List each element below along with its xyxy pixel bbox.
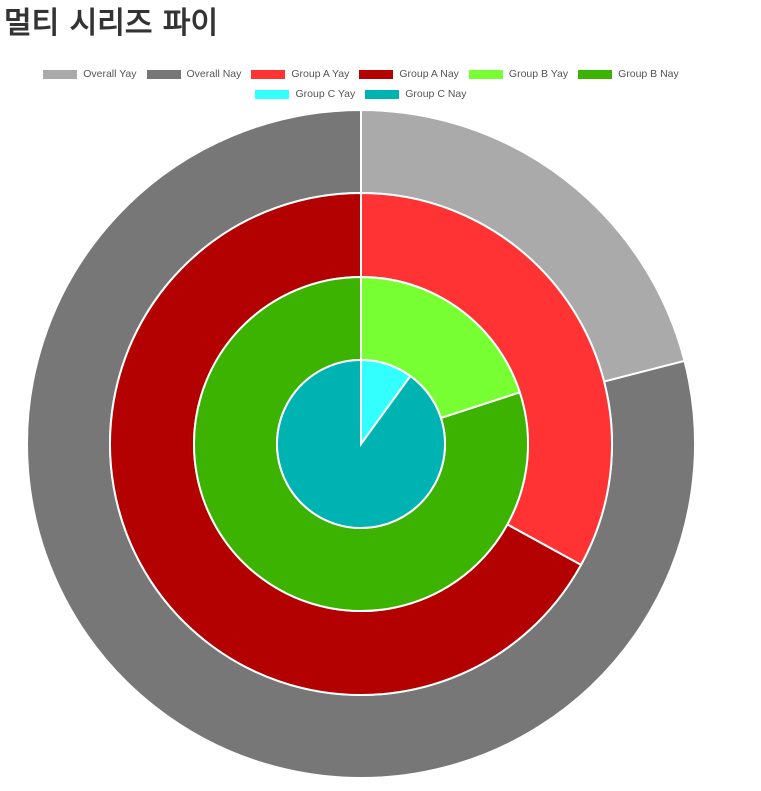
legend-label: Group A Yay xyxy=(291,68,350,80)
legend-label: Group C Yay xyxy=(295,88,356,100)
page-title: 멀티 시리즈 파이 xyxy=(4,6,219,41)
legend-label: Overall Nay xyxy=(186,68,242,80)
legend-item-group-c-yay[interactable]: Group C Yay xyxy=(255,88,355,100)
legend-item-group-b-yay[interactable]: Group B Yay xyxy=(468,68,569,80)
chart-legend: Overall Yay Overall Nay Group A Yay Grou… xyxy=(0,64,722,104)
legend-label: Group A Nay xyxy=(399,68,459,80)
legend-swatch xyxy=(43,69,78,79)
legend-row: Overall Yay Overall Nay Group A Yay Grou… xyxy=(0,64,722,84)
legend-item-group-a-yay[interactable]: Group A Yay xyxy=(251,68,349,80)
legend-label: Group B Yay xyxy=(508,68,569,80)
legend-swatch xyxy=(146,69,181,79)
legend-item-overall-nay[interactable]: Overall Nay xyxy=(146,68,242,80)
legend-swatch xyxy=(251,69,286,79)
legend-swatch xyxy=(255,89,290,99)
legend-swatch xyxy=(578,69,613,79)
legend-swatch xyxy=(359,69,394,79)
legend-item-overall-yay[interactable]: Overall Yay xyxy=(43,68,137,80)
legend-label: Group B Nay xyxy=(618,68,679,80)
legend-swatch xyxy=(365,89,400,99)
legend-item-group-c-nay[interactable]: Group C Nay xyxy=(365,88,467,100)
legend-label: Group C Nay xyxy=(405,88,467,100)
legend-label: Overall Yay xyxy=(83,68,137,80)
legend-row: Group C Yay Group C Nay xyxy=(0,84,722,104)
legend-item-group-b-nay[interactable]: Group B Nay xyxy=(578,68,679,80)
multi-series-pie-chart xyxy=(26,108,696,779)
legend-item-group-a-nay[interactable]: Group A Nay xyxy=(359,68,459,80)
pie-slice-group-c-nay[interactable] xyxy=(276,358,446,529)
legend-swatch xyxy=(468,69,503,79)
